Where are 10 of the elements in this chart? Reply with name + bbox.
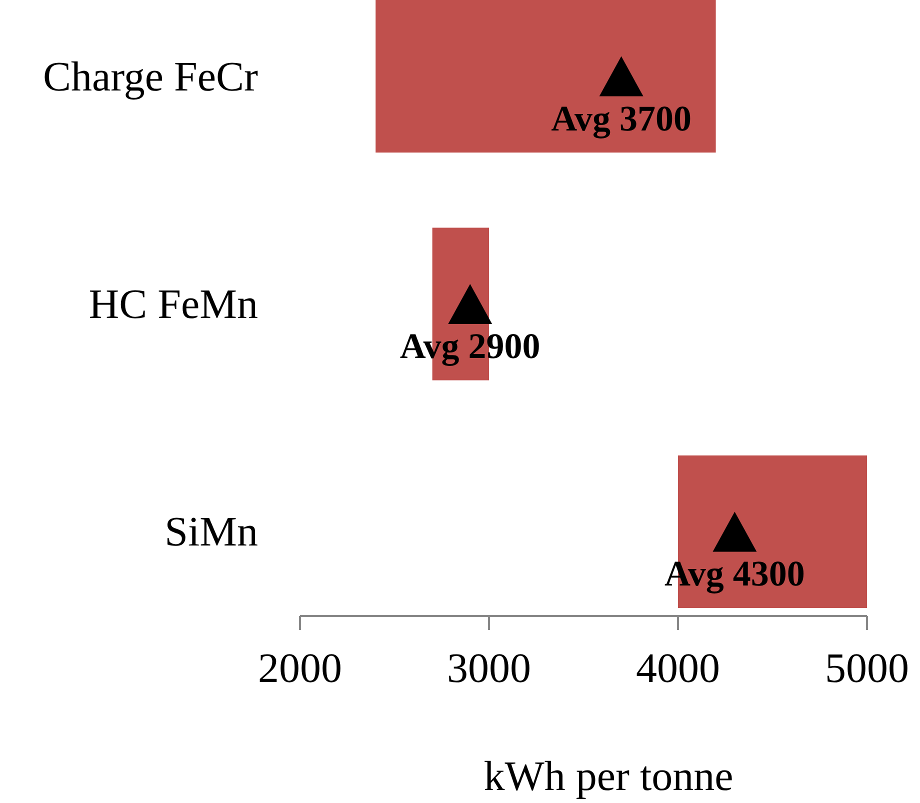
x-tick-label: 2000 bbox=[258, 646, 342, 692]
x-tick-label: 3000 bbox=[447, 646, 531, 692]
y-tick-label: HC FeMn bbox=[88, 282, 258, 328]
bar bbox=[376, 0, 716, 153]
y-tick-label: SiMn bbox=[164, 510, 258, 556]
x-axis-title: kWh per tonne bbox=[484, 754, 734, 800]
y-tick-label: Charge FeCr bbox=[42, 54, 258, 100]
data-label: Avg 3700 bbox=[551, 98, 692, 138]
x-tick-label: 4000 bbox=[636, 646, 720, 692]
x-tick-label: 5000 bbox=[825, 646, 909, 692]
